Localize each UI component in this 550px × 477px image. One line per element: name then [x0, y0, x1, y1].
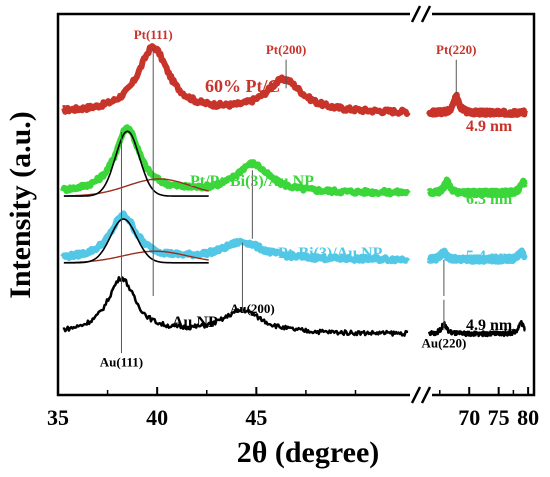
series-line-4-right — [427, 320, 526, 338]
series-label-2: Pt/Pt-Bi(3)/Au NP — [190, 173, 314, 190]
size-label-1: 4.9 nm — [466, 118, 513, 135]
reference-lines — [120, 48, 457, 354]
fit-component-secondary-1 — [63, 178, 209, 197]
x-tick-label-35: 35 — [47, 405, 69, 430]
x-tick-label-75: 75 — [488, 405, 510, 430]
size-label-3: 5.4 nm — [466, 248, 513, 265]
x-tick-label-80: 80 — [517, 405, 539, 430]
series-curves — [60, 43, 528, 338]
peak-label-pt200: Pt(200) — [266, 42, 306, 57]
series-line-1-left — [61, 43, 411, 117]
plot-frame — [56, 12, 536, 397]
y-axis-label: Intensity (a.u.) — [4, 111, 37, 299]
size-label-2: 6.3 nm — [466, 191, 513, 208]
size-label-4: 4.9 nm — [466, 317, 513, 334]
x-axis-label: 2θ (degree) — [237, 436, 380, 469]
peak-label-au111: Au(111) — [100, 354, 143, 369]
series-line-1-right — [426, 91, 528, 118]
series-label-1: 60% Pt/C — [205, 76, 281, 96]
series-line-4-left — [62, 276, 409, 337]
x-tick-label-70: 70 — [458, 405, 480, 430]
peak-label-pt111: Pt(111) — [134, 27, 173, 42]
x-tick-label-40: 40 — [146, 405, 168, 430]
annotations: Pt(111) Pt(200) Pt(220) Au(111) Au(200) Au(22… — [100, 27, 513, 370]
fit-component-main-2 — [63, 218, 209, 264]
axis-break — [410, 5, 432, 404]
peak-label-au220: Au(220) — [422, 335, 467, 350]
series-line-2-right — [426, 176, 528, 199]
x-ticks: 35 40 45 70 75 80 — [47, 387, 539, 430]
peak-label-au200: Au(200) — [230, 301, 275, 316]
x-tick-label-45: 45 — [245, 405, 267, 430]
series-label-3: Pt-Bi(3)/Au NP — [278, 245, 383, 262]
series-line-3-right — [426, 247, 528, 265]
fit-component-main-1 — [63, 130, 209, 197]
peak-label-pt220: Pt(220) — [436, 42, 476, 57]
series-label-4: Au NP — [172, 314, 218, 331]
series-line-3-left — [60, 210, 411, 265]
